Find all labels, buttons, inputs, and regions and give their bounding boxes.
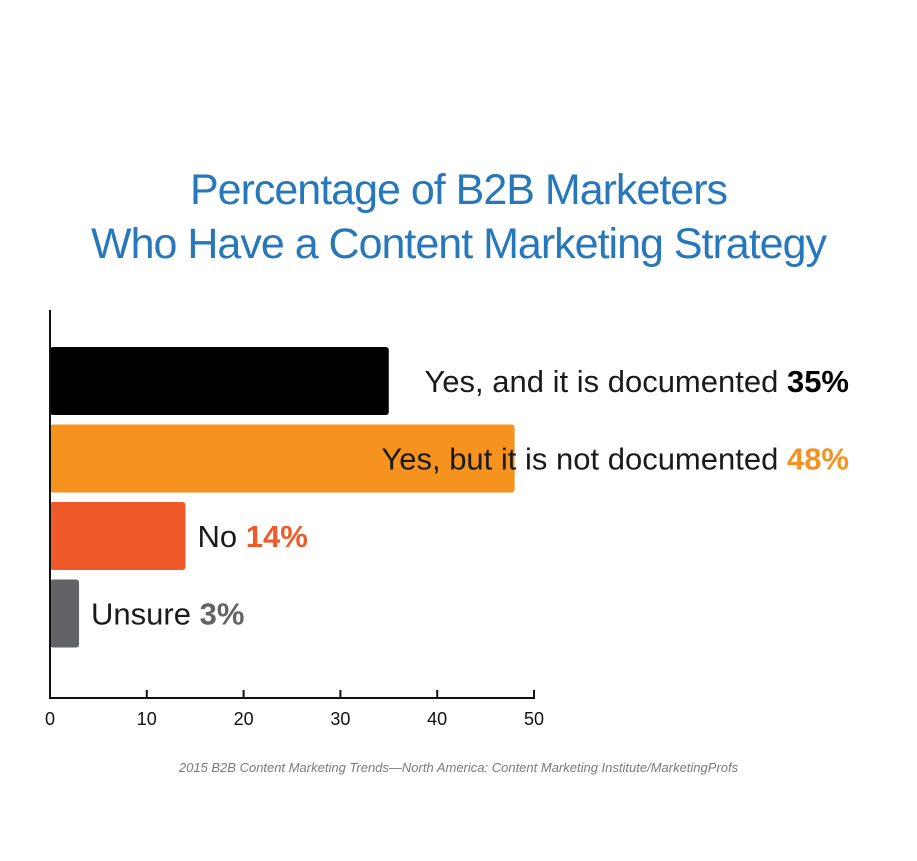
bars-group — [50, 347, 515, 648]
source-note: 2015 B2B Content Marketing Trends—North … — [178, 760, 739, 775]
bar-1 — [50, 347, 389, 415]
bar-label-2: Yes, but it is not documented 48% — [381, 442, 849, 477]
bar-label-1: Yes, and it is documented 35% — [424, 364, 849, 399]
value-label-1: 35% — [787, 364, 849, 399]
category-label-4: Unsure — [91, 597, 200, 632]
value-label-2: 48% — [787, 442, 849, 477]
bar-2 — [50, 424, 515, 493]
category-label-3: No — [198, 519, 246, 554]
axes-group: 0 10 20 30 40 50 — [45, 310, 544, 729]
bar-3 — [50, 502, 186, 570]
bar-4 — [50, 579, 80, 648]
chart-title-line-2: Who Have a Content Marketing Strategy — [91, 220, 827, 268]
x-tick-label-40: 40 — [427, 709, 447, 729]
chart-title-line-1: Percentage of B2B Marketers — [189, 166, 728, 214]
x-tick-label-0: 0 — [45, 709, 55, 729]
value-label-4: 3% — [200, 597, 245, 632]
chart-title: Percentage of B2B Marketers Who Have a C… — [0, 163, 917, 271]
x-tick-label-50: 50 — [524, 709, 544, 729]
value-label-3: 14% — [246, 519, 308, 554]
x-tick-label-20: 20 — [234, 709, 254, 729]
category-label-2: Yes, but it is not documented — [381, 442, 787, 477]
bar-labels-group: Yes, and it is documented 35% Yes, but it… — [91, 364, 849, 632]
x-tick-label-30: 30 — [330, 709, 350, 729]
x-tick-label-10: 10 — [137, 709, 157, 729]
category-label-1: Yes, and it is documented — [424, 364, 786, 399]
bar-label-3: No 14% — [198, 519, 308, 554]
bar-label-4: Unsure 3% — [91, 597, 244, 632]
